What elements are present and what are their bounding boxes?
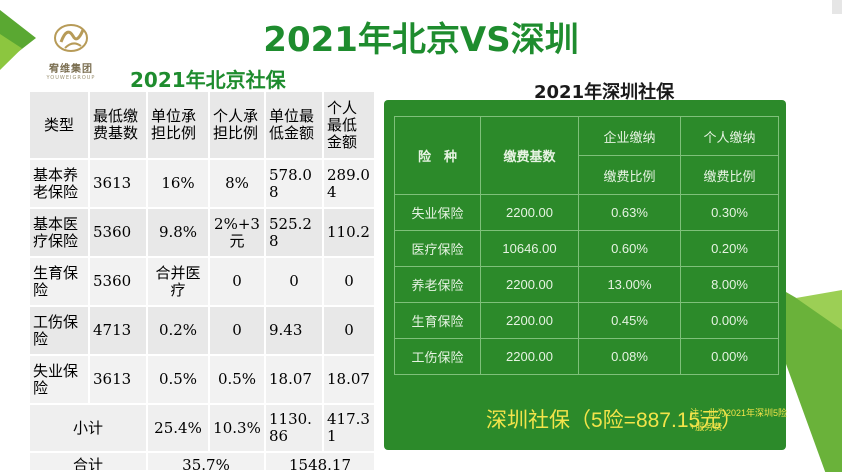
table-row: 工伤保险 4713 0.2% 0 9.43 0 bbox=[30, 307, 376, 356]
table-row: 生育保险 5360 合并医疗 0 0 0 bbox=[30, 258, 376, 307]
page-title: 2021年北京VS深圳 bbox=[263, 20, 579, 60]
shenzhen-title: 2021年深圳社保 bbox=[534, 82, 675, 103]
header-cell: 单位最低金额 bbox=[266, 92, 324, 160]
table-cell: 525.28 bbox=[266, 209, 324, 258]
table-cell: 基本养老保险 bbox=[30, 160, 90, 209]
shenzhen-note: 注：此为2021年深圳5险+服务费 bbox=[690, 408, 788, 432]
total-rate: 35.7% bbox=[148, 453, 266, 470]
table-row: 工伤保险 2200.00 0.08% 0.00% bbox=[394, 338, 779, 375]
subtotal-label: 小计 bbox=[30, 405, 148, 453]
table-cell: 0.08% bbox=[578, 338, 681, 375]
table-cell: 2%+3元 bbox=[210, 209, 266, 258]
table-cell: 16% bbox=[148, 160, 210, 209]
header-cell: 个人承担比例 bbox=[210, 92, 266, 160]
table-cell: 0.5% bbox=[210, 356, 266, 405]
table-cell: 10.3% bbox=[210, 405, 266, 453]
header-cell: 类型 bbox=[30, 92, 90, 160]
company-logo: 宥维集团 YOUWEIGROUP bbox=[40, 20, 102, 81]
header-cell: 个人缴纳 bbox=[680, 116, 779, 156]
table-cell: 2200.00 bbox=[480, 338, 579, 375]
table-cell: 13.00% bbox=[578, 266, 681, 303]
total-amount: 1548.17 bbox=[266, 453, 376, 470]
header-cell: 最低缴费基数 bbox=[90, 92, 148, 160]
table-cell: 生育保险 bbox=[394, 302, 481, 339]
header-cell: 缴费比例 bbox=[680, 155, 779, 195]
table-cell: 578.08 bbox=[266, 160, 324, 209]
table-cell: 0.00% bbox=[680, 338, 779, 375]
table-cell: 0.20% bbox=[680, 230, 779, 267]
beijing-title: 2021年北京社保 bbox=[130, 68, 286, 92]
table-row: 基本养老保险 3613 16% 8% 578.08 289.04 bbox=[30, 160, 376, 209]
total-label: 合计 bbox=[30, 453, 148, 470]
shenzhen-table: 险 种 缴费基数 企业缴纳 个人缴纳 缴费比例 缴费比例 失业保险 2200.0… bbox=[394, 116, 779, 375]
table-cell: 8.00% bbox=[680, 266, 779, 303]
table-cell: 3613 bbox=[90, 160, 148, 209]
table-cell: 9.8% bbox=[148, 209, 210, 258]
table-cell: 4713 bbox=[90, 307, 148, 356]
table-cell: 0.45% bbox=[578, 302, 681, 339]
table-cell: 5360 bbox=[90, 258, 148, 307]
table-cell: 0 bbox=[210, 307, 266, 356]
table-cell: 养老保险 bbox=[394, 266, 481, 303]
table-cell: 1130.86 bbox=[266, 405, 324, 453]
table-cell: 0.00% bbox=[680, 302, 779, 339]
table-cell: 3613 bbox=[90, 356, 148, 405]
table-cell: 18.07 bbox=[324, 356, 376, 405]
table-cell: 0 bbox=[324, 307, 376, 356]
table-header-row: 缴费比例 缴费比例 bbox=[395, 155, 779, 195]
company-logo-icon bbox=[54, 24, 88, 52]
table-cell: 0 bbox=[324, 258, 376, 307]
table-cell: 8% bbox=[210, 160, 266, 209]
table-cell: 0.60% bbox=[578, 230, 681, 267]
table-row: 养老保险 2200.00 13.00% 8.00% bbox=[394, 266, 779, 303]
table-row: 生育保险 2200.00 0.45% 0.00% bbox=[394, 302, 779, 339]
table-cell: 合并医疗 bbox=[148, 258, 210, 307]
table-cell: 2200.00 bbox=[480, 194, 579, 231]
table-cell: 110.2 bbox=[324, 209, 376, 258]
table-row: 失业保险 3613 0.5% 0.5% 18.07 18.07 bbox=[30, 356, 376, 405]
table-cell: 0.2% bbox=[148, 307, 210, 356]
header-cell: 企业缴纳 bbox=[578, 116, 681, 156]
total-row: 合计 35.7% 1548.17 bbox=[30, 453, 376, 470]
header-cell: 单位承担比例 bbox=[148, 92, 210, 160]
table-cell: 417.31 bbox=[324, 405, 376, 453]
table-cell: 工伤保险 bbox=[30, 307, 90, 356]
table-row: 失业保险 2200.00 0.63% 0.30% bbox=[394, 194, 779, 231]
header-cell: 险 种 bbox=[394, 116, 481, 195]
corner-decoration bbox=[832, 0, 842, 14]
header-cell: 缴费比例 bbox=[578, 155, 681, 195]
table-cell: 2200.00 bbox=[480, 266, 579, 303]
table-cell: 失业保险 bbox=[30, 356, 90, 405]
table-cell: 0 bbox=[266, 258, 324, 307]
table-cell: 25.4% bbox=[148, 405, 210, 453]
logo-subtext: YOUWEIGROUP bbox=[46, 75, 96, 81]
table-cell: 5360 bbox=[90, 209, 148, 258]
table-cell: 18.07 bbox=[266, 356, 324, 405]
table-row: 基本医疗保险 5360 9.8% 2%+3元 525.28 110.2 bbox=[30, 209, 376, 258]
beijing-table-container: 类型 最低缴费基数 单位承担比例 个人承担比例 单位最低金额 个人最低金额 基本… bbox=[30, 92, 376, 470]
table-header-row: 险 种 缴费基数 企业缴纳 个人缴纳 bbox=[394, 116, 779, 195]
table-cell: 0.30% bbox=[680, 194, 779, 231]
table-cell: 0.63% bbox=[578, 194, 681, 231]
table-row: 医疗保险 10646.00 0.60% 0.20% bbox=[394, 230, 779, 267]
beijing-table: 类型 最低缴费基数 单位承担比例 个人承担比例 单位最低金额 个人最低金额 基本… bbox=[30, 92, 376, 470]
logo-text: 宥维集团 bbox=[49, 64, 93, 75]
table-cell: 医疗保险 bbox=[394, 230, 481, 267]
table-cell: 生育保险 bbox=[30, 258, 90, 307]
header-cell: 个人最低金额 bbox=[324, 92, 376, 160]
table-cell: 0 bbox=[210, 258, 266, 307]
table-cell: 0.5% bbox=[148, 356, 210, 405]
table-cell: 失业保险 bbox=[394, 194, 481, 231]
table-header-row: 类型 最低缴费基数 单位承担比例 个人承担比例 单位最低金额 个人最低金额 bbox=[30, 92, 376, 160]
table-cell: 9.43 bbox=[266, 307, 324, 356]
table-cell: 基本医疗保险 bbox=[30, 209, 90, 258]
table-cell: 289.04 bbox=[324, 160, 376, 209]
table-cell: 2200.00 bbox=[480, 302, 579, 339]
header-cell: 缴费基数 bbox=[480, 116, 579, 195]
shenzhen-summary: 深圳社保（5险=887.15元） bbox=[486, 409, 743, 432]
subtotal-row: 小计 25.4% 10.3% 1130.86 417.31 bbox=[30, 405, 376, 453]
table-cell: 10646.00 bbox=[480, 230, 579, 267]
table-cell: 工伤保险 bbox=[394, 338, 481, 375]
